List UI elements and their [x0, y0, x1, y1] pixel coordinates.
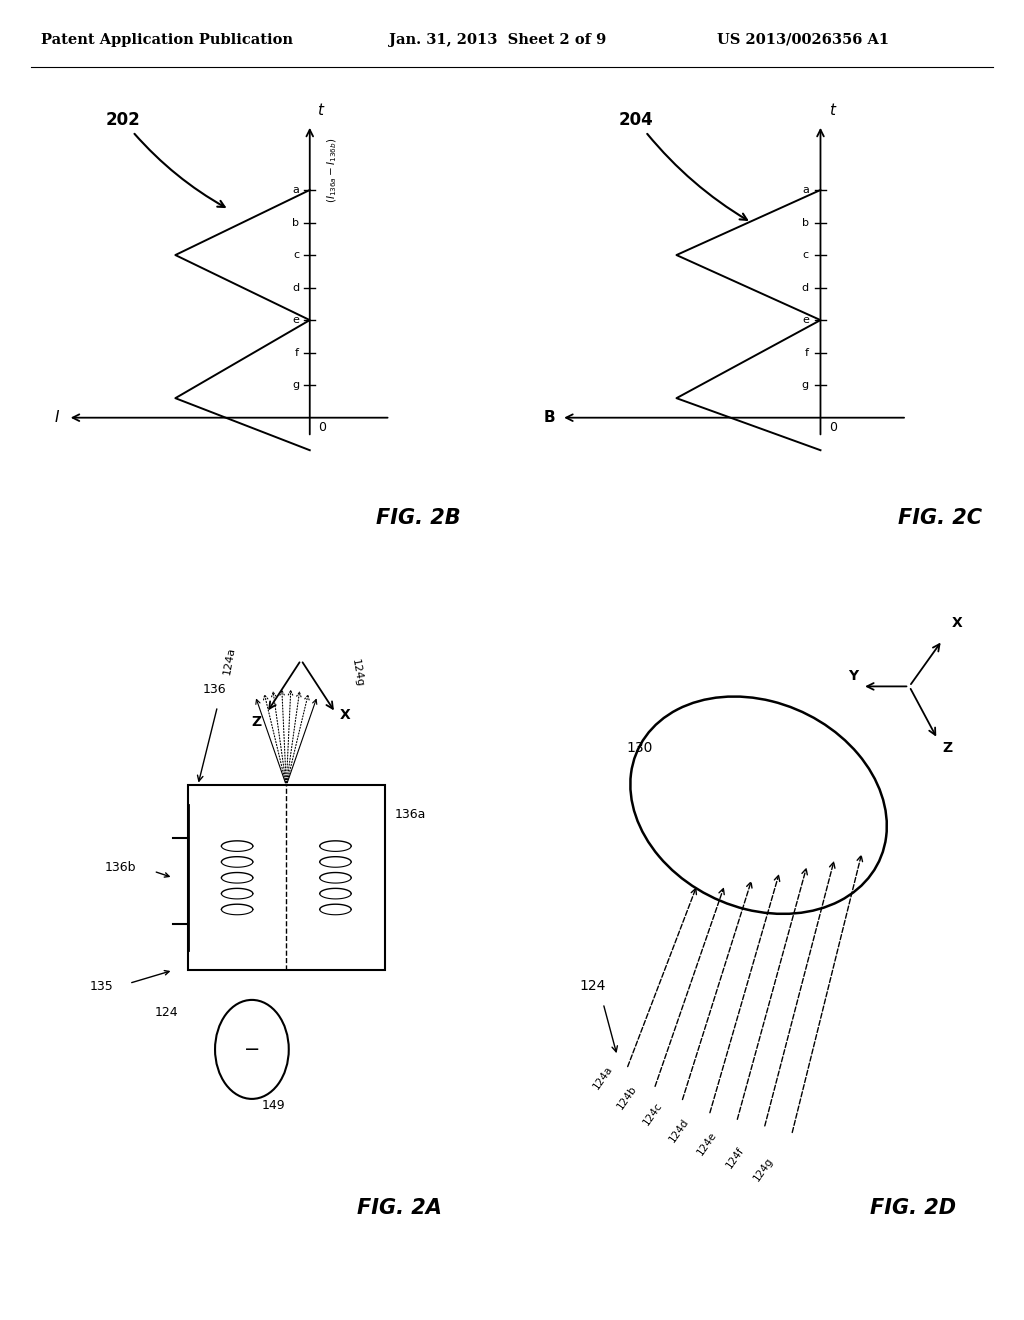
Text: 136a: 136a	[394, 808, 426, 821]
Text: 124: 124	[155, 1006, 178, 1019]
Text: 124g: 124g	[350, 659, 365, 689]
Text: e: e	[292, 315, 299, 325]
Text: 0: 0	[829, 421, 838, 434]
Text: 136: 136	[203, 682, 226, 696]
Text: e: e	[802, 315, 809, 325]
Text: FIG. 2B: FIG. 2B	[376, 508, 461, 528]
Text: 124b: 124b	[615, 1084, 638, 1111]
Text: 124g: 124g	[752, 1156, 775, 1184]
Text: t: t	[317, 103, 324, 119]
Text: 136b: 136b	[104, 861, 136, 874]
Text: a: a	[292, 185, 299, 195]
Text: 124e: 124e	[695, 1130, 719, 1158]
Text: b: b	[802, 218, 809, 227]
Text: d: d	[292, 282, 299, 293]
Text: 124f: 124f	[724, 1146, 745, 1171]
Text: g: g	[292, 380, 299, 391]
Text: b: b	[292, 218, 299, 227]
Text: FIG. 2A: FIG. 2A	[357, 1199, 441, 1218]
Text: g: g	[802, 380, 809, 391]
Text: a: a	[802, 185, 809, 195]
Text: 124a: 124a	[592, 1064, 614, 1092]
Text: c: c	[803, 249, 809, 260]
Text: Jan. 31, 2013  Sheet 2 of 9: Jan. 31, 2013 Sheet 2 of 9	[389, 33, 606, 48]
Text: t: t	[829, 103, 835, 119]
Text: 135: 135	[90, 979, 114, 993]
Text: Patent Application Publication: Patent Application Publication	[41, 33, 293, 48]
Text: $(I_{136a}-I_{136b})$: $(I_{136a}-I_{136b})$	[326, 137, 340, 203]
Text: d: d	[802, 282, 809, 293]
Text: I: I	[55, 411, 59, 425]
Text: 130: 130	[627, 742, 653, 755]
Text: 124c: 124c	[641, 1101, 664, 1127]
Text: 124a: 124a	[222, 645, 238, 676]
Text: US 2013/0026356 A1: US 2013/0026356 A1	[717, 33, 889, 48]
Text: f: f	[805, 347, 809, 358]
Text: FIG. 2C: FIG. 2C	[898, 508, 982, 528]
Text: Z: Z	[942, 742, 952, 755]
Text: FIG. 2D: FIG. 2D	[870, 1199, 956, 1218]
Text: f: f	[295, 347, 299, 358]
Text: −: −	[244, 1040, 260, 1059]
Text: 124d: 124d	[667, 1117, 690, 1144]
Text: X: X	[340, 709, 350, 722]
Text: Z: Z	[252, 715, 262, 729]
Text: Y: Y	[848, 669, 858, 682]
Text: 202: 202	[105, 111, 224, 207]
Text: 204: 204	[618, 111, 746, 220]
Text: B: B	[544, 411, 556, 425]
Bar	[188, 785, 385, 970]
Text: 0: 0	[317, 421, 326, 434]
Text: 124: 124	[580, 979, 606, 993]
Text: c: c	[293, 249, 299, 260]
Text: 149: 149	[262, 1098, 286, 1111]
Text: X: X	[951, 616, 963, 630]
